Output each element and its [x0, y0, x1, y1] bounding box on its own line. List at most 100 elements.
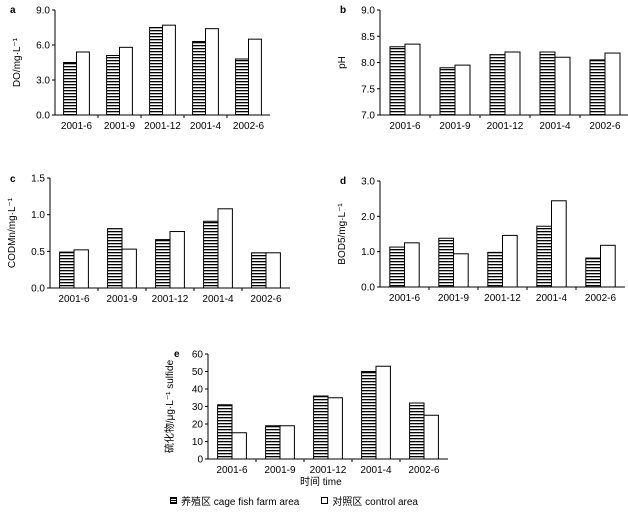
y-tick-label: 0.0 — [36, 111, 50, 122]
panel-b-chart: b 7.0 7.5 8.0 8.5 9.0 pH 2001-6 2001-9 2001-12 200… — [337, 5, 628, 132]
bar-farm — [539, 51, 556, 116]
y-axis-title: 硫化物/μg·L⁻¹ sulfide — [163, 359, 176, 453]
bar-control — [423, 414, 439, 460]
panel-a-chart: a 0.0 3.0 6.0 9.0 DO/mg·L⁻¹ 2001-6 2001-9 2001-1… — [10, 5, 270, 132]
panel-d-chart: d 0.0 1.0 2.0 3.0 BOD5/mg·L⁻¹ 2001-6 2001-9 2001… — [337, 176, 625, 304]
x-category-label: 2001-12 — [310, 465, 347, 476]
legend-label-farm: 养殖区 cage fish farm area — [181, 496, 300, 508]
y-tick-label: 50 — [192, 367, 204, 378]
bar-control — [231, 432, 247, 460]
bar-farm — [489, 54, 506, 116]
y-tick-label: 60 — [192, 350, 204, 361]
legend-label-control: 对照区 control area — [332, 496, 418, 508]
y-tick-label: 40 — [192, 385, 204, 396]
x-axis-title: 时间 time — [300, 477, 342, 488]
panel-c-letter: c — [10, 174, 16, 185]
bar-farm — [235, 58, 250, 116]
y-axis-title: CODMn/mg·L⁻¹ — [7, 197, 18, 268]
bar-control — [76, 51, 90, 116]
y-tick-label: 0.0 — [361, 283, 375, 294]
x-category-label: 2002-6 — [408, 465, 440, 476]
bar-farm — [313, 395, 329, 460]
panel-c-chart: c 0.0 0.5 1.0 1.5 CODMn/mg·L⁻¹ 2001-6 2001-9 200… — [7, 174, 290, 305]
bar-farm — [251, 252, 267, 289]
panel-a-letter: a — [10, 5, 16, 16]
y-tick-label: 2.0 — [361, 212, 375, 223]
x-category-label: 2001-12 — [152, 294, 189, 305]
x-category-label: 2001-6 — [389, 121, 421, 132]
x-category-label: 2001-12 — [487, 121, 524, 132]
bar-farm — [217, 404, 233, 460]
y-tick-label: 1.0 — [361, 247, 375, 258]
y-tick-label: 7.0 — [361, 111, 375, 122]
panel-e-letter: e — [174, 349, 180, 360]
bar-control — [205, 28, 219, 116]
y-tick-label: 30 — [192, 402, 204, 413]
y-tick-label: 10 — [192, 437, 204, 448]
x-category-label: 2001-4 — [190, 121, 222, 132]
bar-control — [504, 51, 521, 116]
y-tick-label: 1.5 — [31, 174, 45, 185]
bar-farm — [59, 251, 75, 289]
y-tick-label: 0 — [197, 455, 203, 466]
x-category-label: 2001-4 — [539, 121, 571, 132]
legend-item-farm: 养殖区 cage fish farm area — [170, 493, 299, 508]
bar-control — [600, 244, 616, 288]
bar-control — [265, 252, 281, 289]
x-category-label: 2001-9 — [439, 121, 471, 132]
bar-farm — [487, 251, 504, 288]
x-category-label: 2001-12 — [484, 293, 521, 304]
bar-farm — [155, 239, 171, 289]
x-category-label: 2002-6 — [585, 293, 617, 304]
bar-farm — [63, 62, 77, 116]
bar-farm — [409, 402, 425, 460]
bar-control — [604, 52, 621, 116]
bar-control — [454, 64, 471, 116]
bar-farm — [106, 55, 120, 116]
bar-farm — [389, 46, 406, 116]
bar-control — [551, 200, 567, 288]
bar-control — [73, 249, 89, 289]
x-category-label: 2001-6 — [61, 121, 93, 132]
bar-control — [404, 43, 421, 116]
bar-control — [248, 38, 262, 116]
x-category-label: 2002-6 — [589, 121, 621, 132]
y-axis-title: BOD5/mg·L⁻¹ — [337, 203, 348, 265]
y-tick-label: 0.0 — [31, 284, 45, 295]
bar-control — [279, 425, 295, 460]
panel-d-letter: d — [340, 176, 346, 187]
bar-control — [453, 253, 469, 288]
bar-control — [121, 248, 137, 289]
legend-item-control: 对照区 control area — [321, 493, 418, 508]
x-category-label: 2001-4 — [536, 293, 568, 304]
bar-control — [375, 365, 391, 460]
bar-control — [404, 242, 420, 288]
y-tick-label: 3.0 — [361, 177, 375, 188]
y-axis-title: pH — [337, 56, 348, 69]
x-category-label: 2002-6 — [233, 121, 265, 132]
y-tick-label: 1.0 — [31, 210, 45, 221]
bar-control — [217, 208, 233, 289]
x-category-label: 2001-9 — [104, 121, 136, 132]
y-tick-label: 0.5 — [31, 247, 45, 258]
bar-farm — [192, 41, 207, 116]
bar-farm — [585, 257, 602, 288]
x-category-label: 2001-9 — [106, 294, 138, 305]
bar-farm — [149, 27, 164, 116]
y-tick-label: 3.0 — [36, 76, 50, 87]
bar-farm — [439, 67, 456, 116]
x-category-label: 2001-12 — [144, 121, 181, 132]
x-category-label: 2001-6 — [216, 465, 248, 476]
legend-swatch-farm — [170, 496, 177, 504]
y-axis-title: DO/mg·L⁻¹ — [12, 37, 23, 87]
bar-farm — [438, 237, 455, 288]
bar-control — [327, 397, 343, 460]
x-category-label: 2002-6 — [250, 294, 282, 305]
bar-control — [162, 24, 176, 116]
bar-control — [169, 231, 185, 289]
bar-farm — [107, 228, 123, 289]
bar-farm — [589, 59, 606, 116]
x-category-label: 2001-9 — [264, 465, 296, 476]
x-category-label: 2001-6 — [389, 293, 421, 304]
